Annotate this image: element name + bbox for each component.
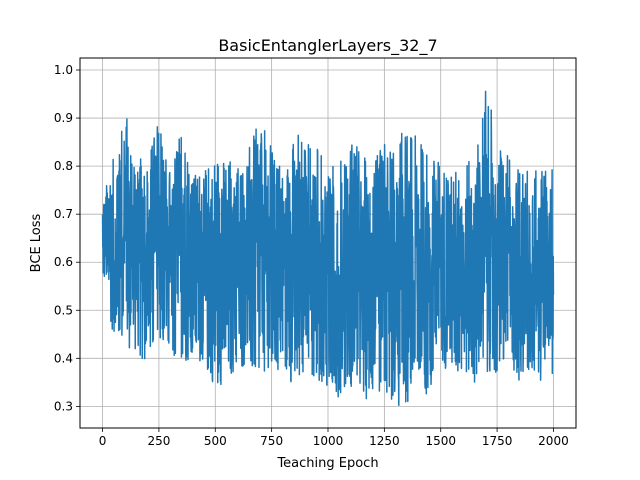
x-tick-label: 1750: [482, 434, 513, 448]
y-tick-label: 0.3: [54, 399, 73, 413]
x-tick-label: 1250: [369, 434, 400, 448]
chart-title: BasicEntanglerLayers_32_7: [218, 36, 437, 56]
y-axis-ticks: 0.3 0.4 0.5 0.6 0.7 0.8 0.9 1.0: [54, 63, 80, 413]
x-tick-label: 1000: [313, 434, 344, 448]
x-tick-label: 2000: [538, 434, 569, 448]
x-tick-label: 250: [147, 434, 170, 448]
series-line: [101, 90, 555, 407]
x-tick-label: 750: [260, 434, 283, 448]
y-axis-label: BCE Loss: [29, 213, 44, 272]
x-tick-label: 1500: [425, 434, 456, 448]
x-tick-label: 0: [99, 434, 107, 448]
y-tick-label: 0.9: [54, 111, 73, 125]
y-tick-label: 0.6: [54, 255, 73, 269]
series-layer: [101, 90, 555, 407]
y-tick-label: 1.0: [54, 63, 73, 77]
x-axis-ticks: 0 250 500 750 1000 1250 1500 1750 2000: [99, 428, 569, 448]
x-tick-label: 500: [204, 434, 227, 448]
x-axis-label: Teaching Epoch: [276, 456, 378, 471]
y-tick-label: 0.4: [54, 351, 73, 365]
y-tick-label: 0.7: [54, 207, 73, 221]
y-tick-label: 0.5: [54, 303, 73, 317]
y-tick-label: 0.8: [54, 159, 73, 173]
